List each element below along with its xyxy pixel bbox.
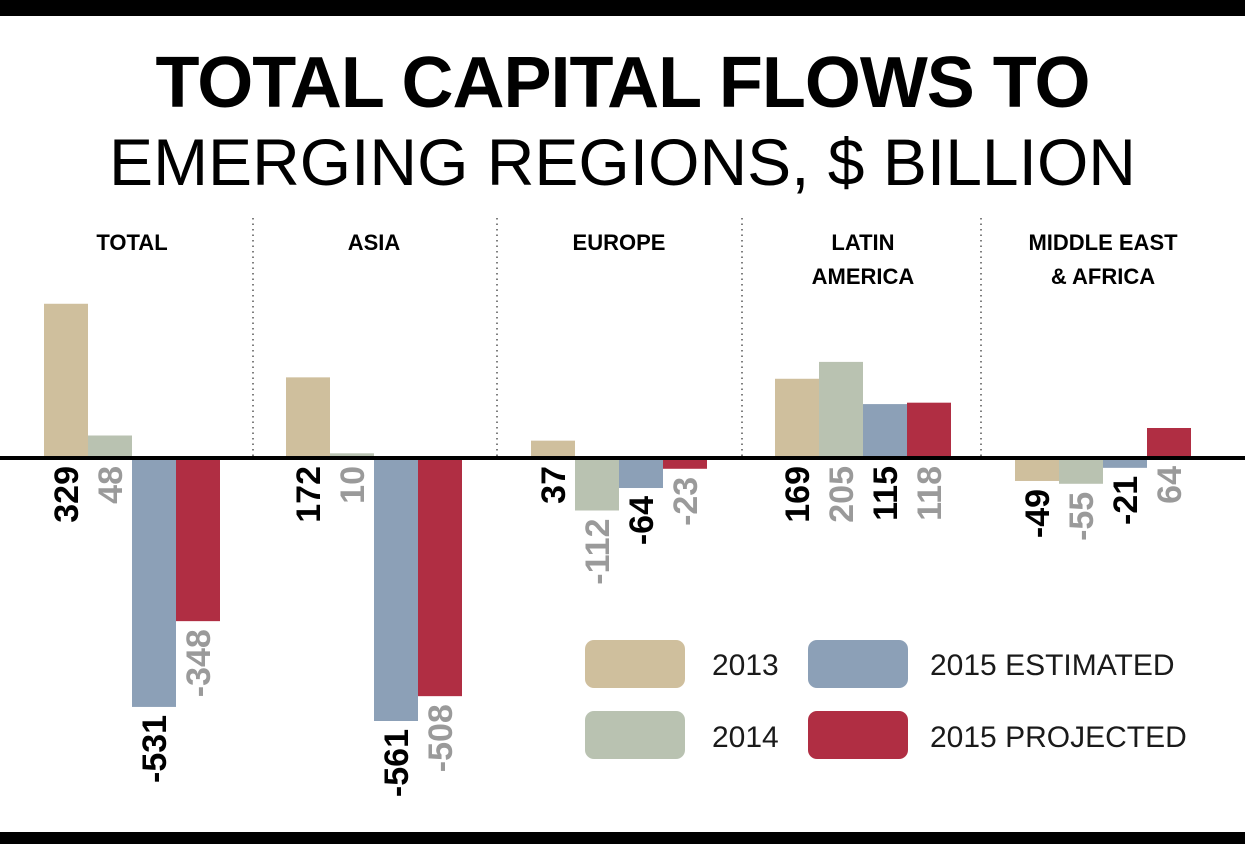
data-label: -531: [136, 715, 174, 783]
data-label: 329: [48, 466, 86, 523]
legend-swatch: [808, 711, 908, 759]
data-label: 169: [779, 466, 817, 523]
data-label: 118: [911, 466, 949, 521]
data-label: -561: [378, 729, 416, 797]
legend-swatch: [808, 640, 908, 688]
data-label: -112: [579, 519, 617, 585]
data-label: 115: [867, 466, 905, 521]
panel-label: TOTAL: [96, 230, 167, 255]
bar: [619, 458, 663, 489]
data-label: 172: [290, 466, 328, 523]
bar: [663, 458, 707, 469]
bar: [374, 458, 418, 721]
bar: [863, 404, 907, 458]
data-label: -508: [422, 704, 460, 772]
bar: [1147, 427, 1191, 458]
data-label: 64: [1151, 466, 1189, 504]
bar: [330, 453, 374, 458]
panel-label: EUROPE: [573, 230, 666, 255]
panel-label: MIDDLE EAST: [1028, 230, 1178, 255]
data-label: -21: [1107, 476, 1145, 525]
data-label: 48: [92, 466, 130, 504]
legend-swatch: [585, 711, 685, 759]
panel-label: LATIN: [831, 230, 894, 255]
data-label: -55: [1063, 492, 1101, 541]
chart-title-line2: EMERGING REGIONS, $ BILLION: [109, 125, 1136, 199]
panel-label: ASIA: [348, 230, 401, 255]
legend-label: 2015 ESTIMATED: [930, 649, 1175, 682]
chart-title-line1: TOTAL CAPITAL FLOWS TO: [155, 43, 1091, 123]
panel-label: & AFRICA: [1051, 264, 1155, 289]
bar: [531, 440, 575, 458]
bar: [44, 303, 88, 458]
bar: [286, 377, 330, 458]
bar: [1059, 458, 1103, 484]
bar: [132, 458, 176, 707]
panel-label: AMERICA: [812, 264, 915, 289]
bar: [775, 378, 819, 458]
legend-label: 2013: [712, 649, 779, 682]
legend-label: 2015 PROJECTED: [930, 721, 1187, 754]
data-label: -49: [1019, 489, 1057, 538]
bar: [88, 435, 132, 458]
data-label: -64: [623, 496, 661, 545]
top-rule: [0, 0, 1245, 16]
bar: [819, 361, 863, 458]
bar: [1015, 458, 1059, 481]
data-label: 10: [334, 466, 372, 504]
bar: [1103, 458, 1147, 468]
bar: [907, 402, 951, 458]
bar: [575, 458, 619, 511]
data-label: 37: [535, 466, 573, 504]
legend-label: 2014: [712, 721, 779, 754]
bar: [418, 458, 462, 697]
bar: [176, 458, 220, 622]
legend-swatch: [585, 640, 685, 688]
data-label: -348: [180, 629, 218, 697]
data-label: -23: [667, 477, 705, 526]
bottom-rule: [0, 832, 1245, 844]
data-label: 205: [823, 466, 861, 523]
zero-axis: [0, 456, 1245, 460]
